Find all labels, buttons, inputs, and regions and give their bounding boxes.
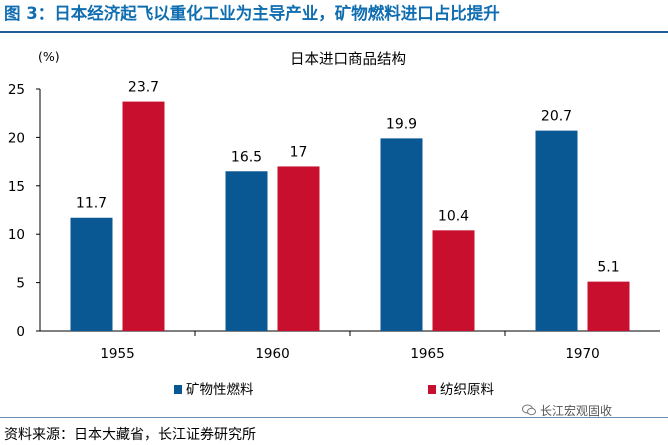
bar [70, 217, 113, 331]
figure-title: 图 3：日本经济起飞以重化工业为主导产业，矿物燃料进口占比提升 [4, 4, 500, 23]
data-label: 16.5 [231, 149, 262, 165]
legend-swatch [428, 385, 436, 394]
y-tick-label: 10 [8, 227, 25, 243]
x-tick-label: 1965 [410, 346, 444, 362]
data-label: 20.7 [541, 109, 572, 125]
bar [380, 138, 423, 331]
legend: 矿物性燃料 纺织原料 [174, 381, 494, 398]
watermark-text: 长江宏观固收 [540, 404, 613, 418]
y-tick-label: 15 [8, 179, 25, 195]
bar [535, 130, 578, 331]
bar [432, 230, 475, 331]
chart-title: 日本进口商品结构 [290, 51, 406, 68]
data-label: 17 [290, 144, 308, 160]
data-label: 23.7 [128, 80, 159, 96]
y-tick-label: 20 [8, 130, 25, 146]
y-tick-label: 5 [16, 276, 25, 292]
bars [70, 101, 630, 331]
x-tick-label: 1955 [100, 346, 134, 362]
data-labels: 11.7 23.7 16.5 17 19.9 10.4 20.7 5.1 [76, 80, 620, 276]
data-label: 19.9 [386, 116, 417, 132]
legend-swatch [174, 385, 182, 394]
title-underline [0, 31, 668, 33]
chat-bubble-icon [522, 404, 536, 416]
data-label: 10.4 [438, 208, 469, 224]
y-axis-unit-label: (%) [38, 49, 60, 64]
y-tick-label: 0 [16, 324, 25, 340]
bar [587, 281, 630, 331]
legend-label: 纺织原料 [440, 382, 494, 398]
x-tick-label: 1960 [255, 346, 289, 362]
legend-label: 矿物性燃料 [186, 381, 254, 398]
x-tick-label: 1970 [565, 346, 599, 362]
data-label: 11.7 [76, 196, 107, 212]
bar [225, 171, 268, 331]
data-label: 5.1 [597, 260, 619, 276]
bottom-divider [0, 417, 668, 418]
bar [277, 166, 320, 331]
watermark: 长江宏观固收 [522, 402, 612, 419]
axes: 0 5 10 15 20 25 1955 1960 1965 1970 [8, 82, 660, 362]
source-note: 资料来源：日本大藏省，长江证券研究所 [4, 427, 256, 443]
y-tick-label: 25 [8, 82, 25, 98]
bar [122, 101, 165, 331]
